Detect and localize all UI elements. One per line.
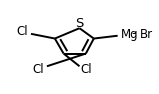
Text: Br: Br: [140, 28, 153, 41]
Text: Cl: Cl: [81, 63, 93, 76]
Text: Cl: Cl: [32, 63, 44, 76]
Text: S: S: [75, 17, 84, 30]
Text: Cl: Cl: [16, 25, 28, 38]
Text: -: -: [131, 28, 136, 41]
Text: Mg: Mg: [121, 28, 138, 41]
